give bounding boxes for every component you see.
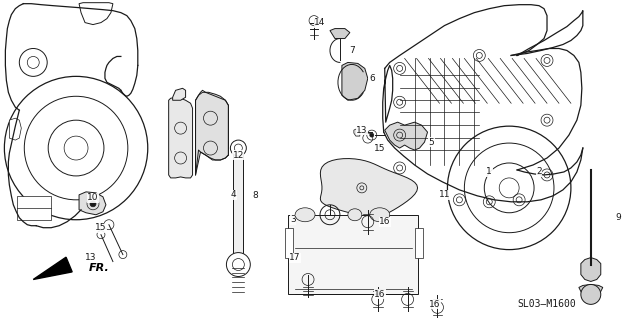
Text: 6: 6 [369,74,374,83]
Polygon shape [581,257,601,281]
Bar [234,145,243,260]
Circle shape [90,201,96,207]
Bar [17,196,51,220]
Text: 8: 8 [252,191,258,200]
Polygon shape [354,129,360,136]
Text: 2: 2 [536,167,542,176]
Bar [288,215,417,294]
Text: 17: 17 [289,253,301,262]
Text: 12: 12 [233,151,244,160]
Text: 11: 11 [438,190,450,199]
Polygon shape [169,97,193,178]
Polygon shape [321,159,417,217]
Text: 13: 13 [356,126,367,135]
Text: 10: 10 [87,193,99,202]
Text: 7: 7 [349,46,355,55]
Text: 3: 3 [291,215,296,224]
Ellipse shape [348,209,362,221]
Circle shape [370,133,374,137]
Text: 15: 15 [374,144,385,152]
Text: SL03–M1600: SL03–M1600 [518,299,577,309]
Text: 16: 16 [374,290,385,299]
Text: FR.: FR. [89,263,110,272]
Circle shape [227,253,250,277]
Polygon shape [579,285,603,300]
Polygon shape [330,29,350,39]
Text: 4: 4 [230,190,236,199]
Text: 1: 1 [486,167,492,176]
Polygon shape [10,118,21,140]
Text: 13: 13 [85,253,97,262]
Circle shape [230,140,246,156]
Polygon shape [79,192,106,215]
Polygon shape [342,63,368,100]
Text: 15: 15 [95,223,107,232]
Bar [285,228,293,257]
Polygon shape [173,88,186,100]
Text: 16: 16 [379,217,390,226]
Text: 16: 16 [429,300,440,309]
Polygon shape [33,257,72,279]
Ellipse shape [370,208,390,222]
Ellipse shape [295,208,315,222]
Polygon shape [196,92,228,175]
Polygon shape [385,122,428,150]
Circle shape [581,285,601,304]
Text: 9: 9 [616,213,621,222]
Text: 5: 5 [429,137,435,146]
Text: 14: 14 [314,18,326,27]
Bar [415,228,422,257]
Polygon shape [79,3,113,25]
